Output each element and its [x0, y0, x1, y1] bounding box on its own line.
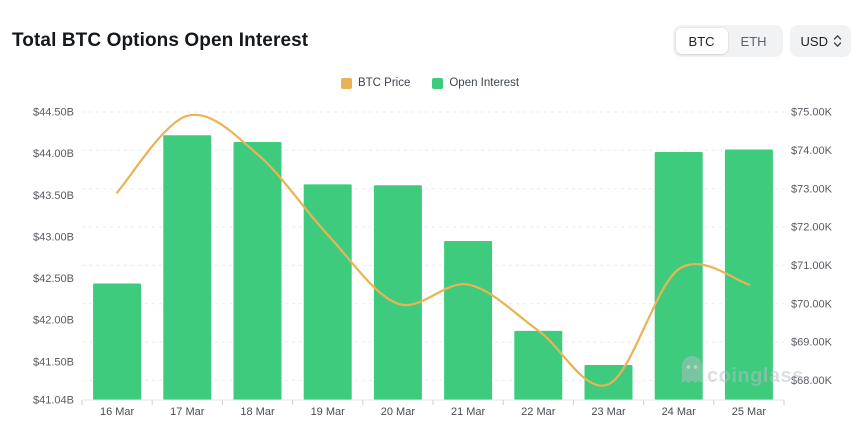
btc-price-label: BTC Price: [357, 77, 411, 89]
chart-controls: BTC ETH USD: [672, 25, 851, 57]
open-interest-bar-18-mar[interactable]: [233, 142, 282, 400]
left-axis-label: $42.00B: [33, 315, 74, 327]
left-axis-label: $41.04B: [33, 395, 74, 407]
legend-item-open-interest[interactable]: Open Interest: [432, 77, 519, 89]
open-interest-bar-24-mar[interactable]: [654, 152, 703, 400]
page-title: Total BTC Options Open Interest: [12, 30, 309, 51]
x-axis-label: 22 Mar: [521, 406, 556, 418]
open-interest-bar-25-mar[interactable]: [724, 149, 773, 401]
watermark-text: coinglass: [707, 365, 804, 387]
updown-chevron-icon: [833, 35, 842, 47]
coinglass-watermark: coinglass: [682, 356, 804, 387]
currency-select[interactable]: USD: [789, 25, 851, 57]
left-axis-label: $42.50B: [33, 273, 74, 285]
chart-svg[interactable]: $44.50B $44.00B $43.50B $43.00B $42.50B $42.0…: [0, 95, 860, 425]
open-interest-bar-21-mar[interactable]: [444, 241, 493, 400]
open-interest-bar-19-mar[interactable]: [303, 184, 352, 400]
right-axis-label: $68.00K: [791, 375, 833, 387]
legend-item-btc-price[interactable]: BTC Price: [340, 77, 411, 89]
currency-select-value: USD: [800, 33, 828, 49]
open-interest-bar-22-mar[interactable]: [514, 330, 563, 400]
left-axis-label: $44.50B: [33, 107, 74, 119]
left-axis-label: $44.00B: [33, 148, 74, 160]
x-axis-label: 20 Mar: [381, 406, 416, 418]
right-axis-label: $75.00K: [791, 107, 833, 119]
right-axis-label: $69.00K: [791, 337, 833, 349]
x-axis-label: 25 Mar: [732, 406, 767, 418]
asset-toggle-eth[interactable]: ETH: [728, 28, 780, 54]
open-interest-bar-17-mar[interactable]: [163, 135, 212, 401]
x-axis-label: 16 Mar: [100, 406, 135, 418]
open-interest-label: Open Interest: [449, 77, 520, 89]
open-interest-swatch: [432, 77, 444, 89]
x-axis-label: 17 Mar: [170, 406, 205, 418]
left-axis-label: $41.50B: [33, 356, 74, 368]
left-axis-label: $43.00B: [33, 232, 74, 244]
x-axis-label: 24 Mar: [662, 406, 697, 418]
right-axis-label: $74.00K: [791, 145, 833, 157]
chart-legend: BTC Price Open Interest: [0, 77, 860, 89]
right-axis-label: $71.00K: [791, 260, 833, 272]
left-axis-label: $43.50B: [33, 190, 74, 202]
right-axis-label: $70.00K: [791, 298, 833, 310]
right-axis-label: $72.00K: [791, 222, 833, 234]
x-axis-label: 21 Mar: [451, 406, 486, 418]
x-axis-label: 19 Mar: [311, 406, 346, 418]
ghost-icon: [682, 356, 702, 383]
btc-price-line: [116, 113, 750, 387]
open-interest-bar-20-mar[interactable]: [373, 185, 422, 400]
right-axis-label: $73.00K: [791, 183, 833, 195]
asset-toggle-btc[interactable]: BTC: [675, 28, 728, 54]
x-axis-label: 23 Mar: [591, 406, 626, 418]
open-interest-bar-16-mar[interactable]: [93, 283, 142, 401]
asset-toggle: BTC ETH: [672, 25, 783, 57]
x-axis-label: 18 Mar: [240, 406, 275, 418]
chart-area: $44.50B $44.00B $43.50B $43.00B $42.50B $42.0…: [0, 95, 860, 425]
btc-price-swatch: [340, 77, 352, 89]
